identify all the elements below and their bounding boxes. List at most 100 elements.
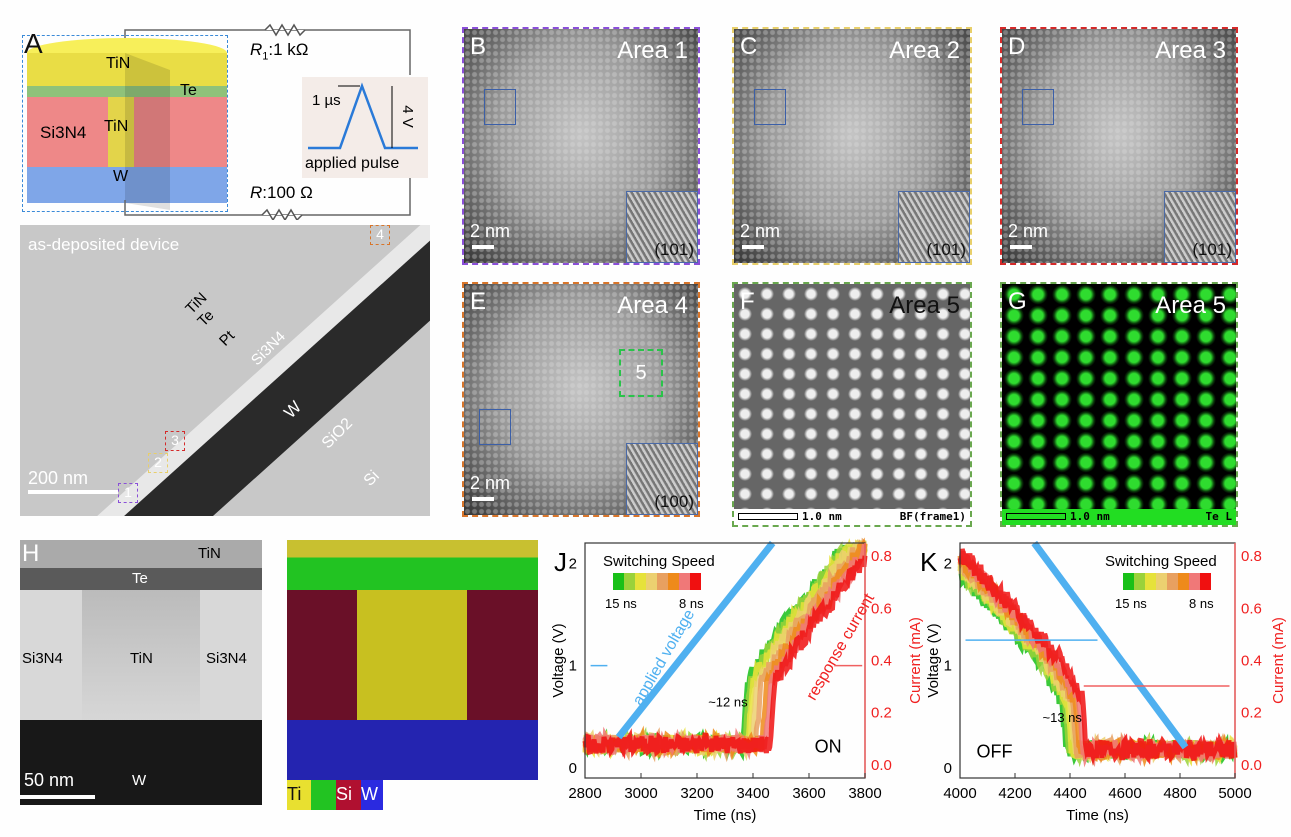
scale-bar <box>28 490 118 494</box>
panel-label: F <box>740 288 755 315</box>
legend-swatch <box>1178 573 1189 590</box>
panel-label: G <box>1008 288 1027 315</box>
state-label: OFF <box>977 742 1013 762</box>
r1-sub: 1 <box>262 50 269 63</box>
panel-label: K <box>920 547 938 577</box>
legend-w: W <box>361 780 383 810</box>
y-tick-label: 2 <box>569 555 577 572</box>
y2-tick-label: 0.8 <box>871 548 892 565</box>
layer-label-tin-mid: TiN <box>104 118 129 135</box>
x-tick-label: 2800 <box>568 785 601 802</box>
area-marker-2[interactable]: 2 <box>148 453 168 473</box>
scale-bar <box>742 245 764 249</box>
area-marker-1[interactable]: 1 <box>118 483 138 503</box>
y-axis-label: Voltage (V) <box>550 623 567 697</box>
tem-label-pt: Pt <box>216 327 239 350</box>
y2-tick-label: 0.0 <box>871 757 892 774</box>
legend-min: 15 ns <box>605 596 637 611</box>
area-title: Area 2 <box>889 37 960 64</box>
tem-overview: as-deposited device TiN Te Pt Si3N4 W Si… <box>20 225 430 516</box>
area-title: Area 1 <box>617 37 688 64</box>
scale-bar <box>472 497 494 501</box>
x-axis-label: Time (ns) <box>694 807 757 824</box>
area-5-box: 5 <box>619 349 663 397</box>
y-tick-label: 0 <box>944 760 952 777</box>
legend-swatch <box>1167 573 1178 590</box>
lattice-index: (101) <box>1192 240 1232 259</box>
y-axis-label-current: Current (mA) <box>907 617 924 704</box>
chart-k: 4000 4200 4400 4600 4800 5000 0 1 2 0.0 0.2 0.4 0.6 0… <box>907 540 1287 824</box>
pulse-caption: applied pulse <box>305 155 400 172</box>
scale-bar <box>1006 513 1066 520</box>
panel-c: (101) 2 nm C Area 2 <box>732 27 972 265</box>
x-tick-label: 5000 <box>1218 785 1251 802</box>
x-tick-label: 3800 <box>848 785 881 802</box>
current-trace <box>582 555 868 760</box>
resistor-r-icon <box>261 208 303 220</box>
zoom-region-box <box>484 89 516 125</box>
tem-label-sio2: SiO2 <box>318 415 357 453</box>
legend-swatch <box>646 573 657 590</box>
panel-d: (101) 2 nm D Area 3 <box>1000 27 1238 265</box>
legend-swatch <box>624 573 635 590</box>
voltage-line <box>1031 540 1189 750</box>
h-w-layer <box>20 720 262 805</box>
eds-legend: Ti Si W <box>287 780 383 810</box>
eds-map: Ti Si W <box>287 540 538 810</box>
area-marker-4[interactable]: 4 <box>370 225 390 245</box>
zoom-region-box <box>754 89 786 125</box>
h-label-si3n4-right: Si3N4 <box>206 650 247 667</box>
y-axis-label: Voltage (V) <box>925 623 942 697</box>
pulse-width-label: 1 µs <box>312 92 341 109</box>
area-marker-3[interactable]: 3 <box>165 431 185 451</box>
panel-label: B <box>470 33 487 60</box>
delay-annotation: ~13 ns <box>1043 710 1083 725</box>
y2-tick-label: 0.2 <box>871 705 892 722</box>
y2-axis-label: Current (mA) <box>1270 617 1287 704</box>
y2-tick-label: 0.0 <box>1241 757 1262 774</box>
delay-annotation: ~12 ns <box>708 694 748 709</box>
state-label: ON <box>815 736 842 756</box>
panel-label: D <box>1008 33 1026 60</box>
x-tick-label: 4600 <box>1108 785 1141 802</box>
legend-min: 15 ns <box>1115 596 1147 611</box>
panel-a: A TiN Te Si3N4 TiN W R1:1 kΩ R:100 Ω 1 µ… <box>0 0 450 220</box>
x-tick-label: 4000 <box>943 785 976 802</box>
layer-label-tin: TiN <box>106 55 131 72</box>
x-tick-label: 3200 <box>680 785 713 802</box>
fft-inset: (100) <box>626 443 698 515</box>
r-symbol: R <box>250 183 263 202</box>
r1-value: :1 kΩ <box>268 40 309 59</box>
x-tick-label: 3400 <box>736 785 769 802</box>
fft-inset: (101) <box>898 191 970 263</box>
r1-symbol: R <box>250 40 263 59</box>
h-label-w: W <box>132 772 147 789</box>
legend-swatch <box>1134 573 1145 590</box>
caption-strip: 1.0 nm BF(frame1) <box>734 509 970 525</box>
legend-swatch <box>657 573 668 590</box>
eds-te-layer <box>287 540 538 590</box>
scale-label: 2 nm <box>470 473 511 493</box>
panel-g: G Area 5 1.0 nm Te L <box>1000 282 1238 527</box>
y2-tick-label: 0.6 <box>1241 600 1262 617</box>
voltage-annotation: applied voltage <box>630 607 699 709</box>
legend-swatch <box>668 573 679 590</box>
legend-swatch <box>1156 573 1167 590</box>
plot-area <box>582 537 868 763</box>
area-title: Area 5 <box>889 292 960 319</box>
y2-tick-label: 0.4 <box>871 653 892 670</box>
plot-area <box>957 540 1238 768</box>
voltage-line <box>615 540 776 740</box>
h-label-te: Te <box>132 570 148 587</box>
scale-label: 50 nm <box>24 770 75 790</box>
legend-ti: Ti <box>287 780 311 810</box>
fft-inset: (101) <box>1164 191 1236 263</box>
tem-label-si: Si <box>360 467 383 490</box>
lattice-index: (101) <box>926 240 966 259</box>
legend-max: 8 ns <box>1189 596 1214 611</box>
tem-title: as-deposited device <box>28 235 180 254</box>
zoom-region-box <box>479 409 511 445</box>
x-tick-label: 3000 <box>624 785 657 802</box>
eds-w-layer <box>287 720 538 780</box>
h-label-tin-mid: TiN <box>130 650 153 667</box>
